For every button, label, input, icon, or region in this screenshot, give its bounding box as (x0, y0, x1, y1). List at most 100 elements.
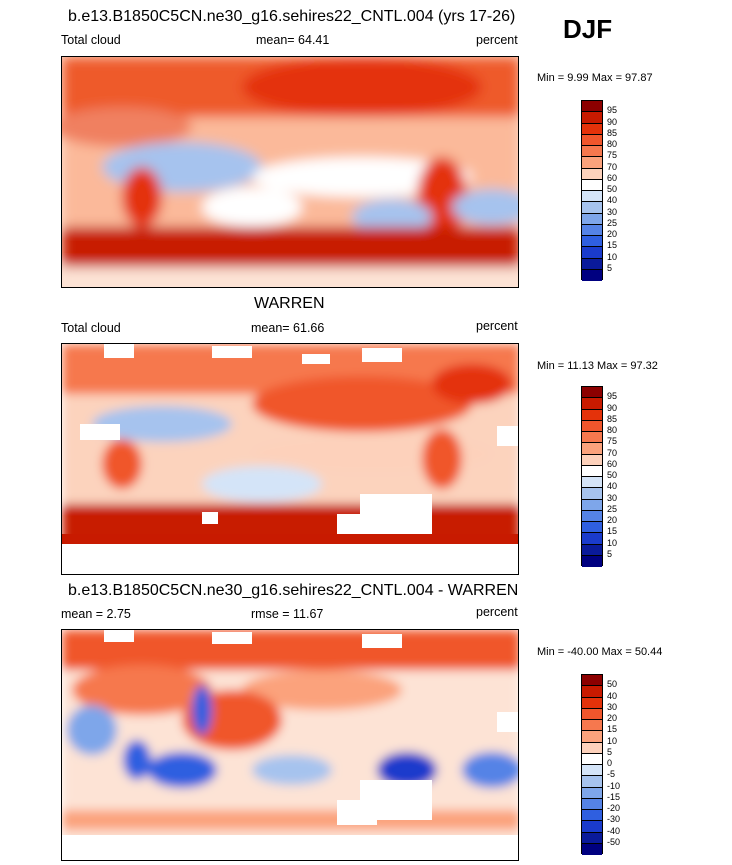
colorbar-tick-label: 90 (607, 116, 618, 127)
colorbar-swatch (582, 742, 602, 754)
colorbar-swatch (582, 123, 602, 135)
colorbar-tick-label: 50 (607, 679, 618, 690)
colorbar-tick-label: 70 (607, 447, 618, 458)
colorbar-swatch (582, 544, 602, 556)
colorbar-swatch (582, 269, 602, 281)
colorbar-tick-label: 95 (607, 391, 618, 402)
colorbar-swatch (582, 697, 602, 709)
season-label: DJF (563, 14, 613, 44)
colorbar-swatch (582, 843, 602, 855)
variable-label: Total cloud (61, 321, 121, 335)
colorbar-swatch (582, 810, 602, 822)
colorbar (581, 100, 603, 281)
colorbar-swatch (582, 832, 602, 844)
colorbar-swatch (582, 224, 602, 236)
colorbar-tick-label: 15 (607, 240, 618, 251)
colorbar-tick-label: 80 (607, 425, 618, 435)
mean-label: mean= 61.66 (251, 321, 325, 335)
colorbar-swatch (582, 765, 602, 777)
colorbar-tick-label: -30 (607, 814, 621, 825)
colorbar-swatch (582, 168, 602, 180)
colorbar-swatch (582, 409, 602, 421)
colorbar-tick-label: 40 (607, 481, 618, 492)
colorbar-tick-label: -50 (607, 836, 621, 847)
colorbar-tick-label: 20 (607, 229, 618, 239)
colorbar (581, 386, 603, 567)
colorbar-tick-label: 40 (607, 195, 618, 206)
colorbar-swatch (582, 686, 602, 698)
units-label: percent (476, 319, 518, 333)
colorbar-tick-label: -20 (607, 803, 621, 813)
mean-label: mean = 2.75 (61, 607, 131, 621)
min-max-label: Min = 9.99 Max = 97.87 (537, 72, 653, 84)
colorbar-swatch (582, 555, 602, 567)
map-plot (61, 629, 519, 861)
colorbar-tick-label: 80 (607, 139, 618, 149)
colorbar-tick-label: 85 (607, 413, 618, 424)
colorbar-swatch (582, 157, 602, 169)
colorbar-swatch (582, 798, 602, 810)
colorbar-swatch (582, 191, 602, 203)
units-label: percent (476, 605, 518, 619)
colorbar-swatch (582, 499, 602, 511)
colorbar-swatch (582, 821, 602, 833)
units-label: percent (476, 33, 518, 47)
colorbar-swatch (582, 134, 602, 146)
colorbar-swatch (582, 432, 602, 444)
mean-label: mean= 64.41 (256, 33, 330, 47)
colorbar-swatch (582, 454, 602, 466)
colorbar-tick-label: -10 (607, 780, 621, 791)
colorbar-swatch (582, 258, 602, 270)
colorbar-tick-label: 5 (607, 262, 613, 273)
colorbar-tick-label: 40 (607, 690, 618, 701)
colorbar-swatch (582, 420, 602, 432)
colorbar-tick-label: 10 (607, 537, 618, 548)
colorbar-tick-label: 50 (607, 184, 618, 194)
colorbar-swatch (582, 675, 602, 687)
colorbar-swatch (582, 202, 602, 214)
rmse-label: rmse = 11.67 (251, 607, 324, 621)
colorbar-swatch (582, 731, 602, 743)
colorbar-tick-label: -15 (607, 791, 621, 802)
colorbar-swatch (582, 398, 602, 410)
colorbar-tick-label: 20 (607, 713, 618, 723)
colorbar-tick-label: 75 (607, 436, 618, 447)
colorbar-tick-label: 95 (607, 105, 618, 116)
colorbar-swatch (582, 387, 602, 399)
colorbar-tick-label: 25 (607, 217, 618, 228)
map-field (62, 57, 518, 287)
colorbar-tick-label: -40 (607, 825, 621, 836)
colorbar-tick-label: 50 (607, 470, 618, 480)
colorbar-tick-label: 5 (607, 746, 613, 757)
panel-title: b.e13.B1850C5CN.ne30_g16.sehires22_CNTL.… (68, 8, 516, 25)
map-plot (61, 343, 519, 575)
colorbar-swatch (582, 443, 602, 455)
colorbar-swatch (582, 101, 602, 113)
colorbar-swatch (582, 465, 602, 477)
colorbar-swatch (582, 708, 602, 720)
panel-title: b.e13.B1850C5CN.ne30_g16.sehires22_CNTL.… (68, 582, 519, 599)
colorbar-swatch (582, 533, 602, 545)
min-max-label: Min = 11.13 Max = 97.32 (537, 360, 658, 372)
colorbar-tick-label: 5 (607, 548, 613, 559)
colorbar-swatch (582, 488, 602, 500)
map-plot (61, 56, 519, 288)
colorbar-tick-label: 15 (607, 526, 618, 537)
colorbar-swatch (582, 236, 602, 248)
min-max-label: Min = -40.00 Max = 50.44 (537, 646, 663, 658)
colorbar-swatch (582, 477, 602, 489)
colorbar-swatch (582, 522, 602, 534)
colorbar-tick-label: 90 (607, 402, 618, 413)
panel-title: WARREN (254, 295, 325, 312)
colorbar-tick-label: 60 (607, 458, 618, 469)
colorbar-tick-label: -5 (607, 769, 616, 780)
colorbar-tick-label: 0 (607, 758, 613, 768)
colorbar-swatch (582, 776, 602, 788)
colorbar-tick-label: 70 (607, 161, 618, 172)
colorbar-tick-label: 30 (607, 206, 618, 217)
colorbar-swatch (582, 787, 602, 799)
colorbar-swatch (582, 146, 602, 158)
colorbar-tick-label: 85 (607, 127, 618, 138)
colorbar-tick-label: 10 (607, 251, 618, 262)
colorbar-swatch (582, 753, 602, 765)
